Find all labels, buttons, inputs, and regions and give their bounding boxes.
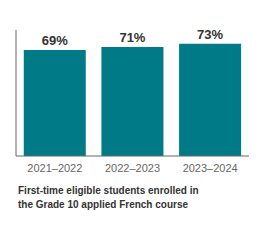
svg-text:71%: 71%: [119, 30, 145, 45]
html-text:First-time eligible students e: First-time eligible students enrolled in: [18, 185, 199, 196]
svg-text:2022–2023: 2022–2023: [105, 162, 160, 174]
svg-text:69%: 69%: [42, 33, 68, 48]
svg-text:73%: 73%: [197, 27, 223, 42]
svg-text:2021–2022: 2021–2022: [27, 162, 82, 174]
svg-text:2023–2024: 2023–2024: [183, 162, 238, 174]
html-text:the Grade 10 applied French co: the Grade 10 applied French course: [18, 199, 189, 210]
